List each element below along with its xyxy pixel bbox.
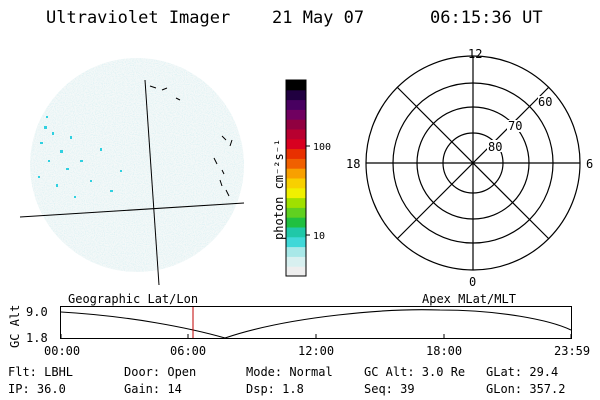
ytick-1.8: 1.8 [26, 331, 48, 345]
geo-title: Geographic Lat/Lon [68, 292, 199, 306]
colorbar-tick-10: 10 [313, 231, 325, 242]
info-gain: Gain: 14 [124, 382, 182, 396]
instrument-title: Ultraviolet Imager [46, 8, 231, 28]
altitude-frame [60, 306, 572, 339]
color-bar-segment [286, 119, 306, 130]
xtick-1800: 18:00 [426, 344, 463, 358]
color-bar-segment [286, 187, 306, 199]
color-bar-segment [286, 197, 306, 208]
lat-label-80: 80 [488, 140, 502, 154]
apex-title: Apex MLat/MLT [422, 292, 516, 306]
color-bar: 100 10 [285, 79, 331, 277]
altitude-ylabel: GC Alt [8, 304, 22, 348]
info-glat: GLat: 29.4 [486, 365, 559, 379]
altitude-curve [60, 309, 572, 339]
xtick-0000: 00:00 [44, 344, 81, 358]
info-dsp: Dsp: 1.8 [246, 382, 304, 396]
color-bar-segment [286, 158, 306, 169]
polar-grid [365, 55, 581, 271]
colorbar-tick-100: 100 [313, 142, 331, 153]
color-bar-scale [286, 80, 306, 277]
color-bar-segment [286, 80, 306, 91]
color-bar-segment [286, 266, 306, 277]
color-bar-segment [286, 89, 306, 101]
altitude-plot [60, 306, 572, 339]
color-bar-segment [286, 109, 306, 120]
image-disk [30, 58, 244, 272]
color-bar-segment [286, 148, 306, 159]
color-bar-segment [286, 217, 306, 228]
color-bar-segment [286, 129, 306, 140]
color-bar-segment [286, 99, 306, 110]
mlt-label-12: 12 [468, 47, 482, 61]
lat-label-70: 70 [508, 119, 522, 133]
color-bar-segment [286, 168, 306, 179]
cyan-speckles [38, 116, 122, 198]
uv-image [19, 58, 245, 286]
date-label: 21 May 07 [272, 8, 365, 28]
color-bar-segment [286, 138, 306, 150]
color-bar-segment [286, 246, 306, 257]
color-bar-segment [286, 227, 306, 238]
polar-plot: 60 70 80 12 0 18 6 [346, 47, 593, 289]
color-bar-segment [286, 256, 306, 267]
mlt-label-18: 18 [346, 157, 360, 171]
xtick-1200: 12:00 [298, 344, 335, 358]
color-bar-segment [286, 207, 306, 218]
info-door: Door: Open [124, 365, 197, 379]
info-glon: GLon: 357.2 [486, 382, 566, 396]
time-label: 06:15:36 UT [430, 8, 543, 28]
lat-label-60: 60 [538, 95, 552, 109]
color-bar-segment [286, 236, 306, 248]
colorbar-unit-label: photon cm⁻²s⁻¹ [272, 138, 286, 240]
info-seq: Seq: 39 [364, 382, 415, 396]
info-ip: IP: 36.0 [8, 382, 66, 396]
info-gcalt: GC Alt: 3.0 Re [364, 365, 466, 379]
color-bar-segment [286, 178, 306, 189]
xtick-2359: 23:59 [554, 344, 591, 358]
mlt-label-0: 0 [469, 275, 476, 289]
info-flt: Flt: LBHL [8, 365, 74, 379]
image-grid-lines [19, 79, 245, 286]
info-mode: Mode: Normal [246, 365, 333, 379]
xtick-0600: 06:00 [170, 344, 207, 358]
ytick-9: 9.0 [26, 305, 48, 319]
mlt-label-6: 6 [586, 157, 593, 171]
